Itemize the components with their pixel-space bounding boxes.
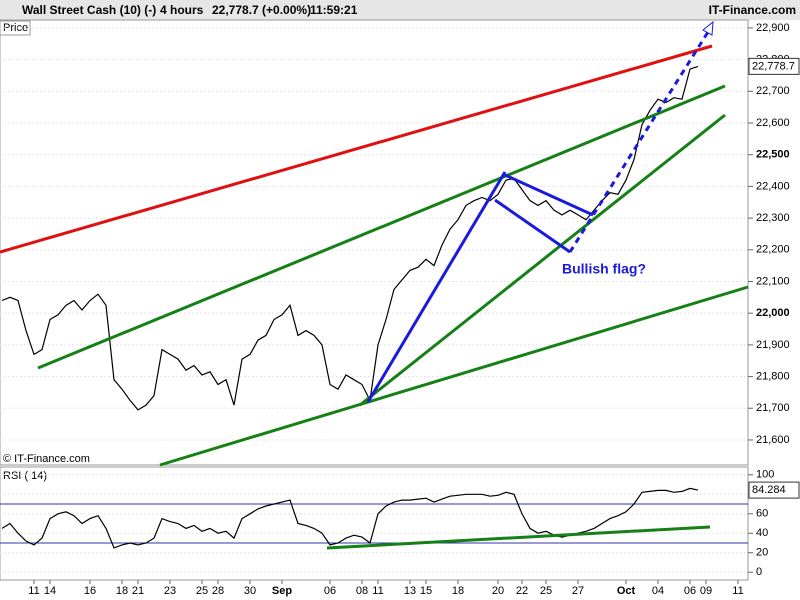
trendline <box>37 84 726 370</box>
title: Wall Street Cash (10) (-) <box>22 3 156 17</box>
price-panel <box>0 19 749 466</box>
y-tick-label: 22,000 <box>756 307 790 319</box>
y-tick-label: 22,500 <box>756 149 790 161</box>
x-tick-label: 21 <box>132 585 144 597</box>
y-tick-label: 21,600 <box>756 434 790 446</box>
x-tick-label: Sep <box>272 585 292 597</box>
trendlines <box>0 20 749 550</box>
last-value-box <box>748 481 800 499</box>
rsi-panel <box>0 466 749 581</box>
x-tick-label: 28 <box>212 585 224 597</box>
trendline <box>366 171 507 403</box>
site: IT-Finance.com <box>709 3 796 17</box>
y-tick-label: 21,900 <box>756 339 790 351</box>
last-value-box <box>748 57 800 75</box>
y-tick-label: 22,200 <box>756 244 790 256</box>
panel-label: RSI ( 14) <box>3 470 47 482</box>
x-tick-label: 16 <box>84 585 96 597</box>
y-tick-label: 22,100 <box>756 275 790 287</box>
x-tick-label: 06 <box>684 585 696 597</box>
header-bar <box>0 0 800 20</box>
trendline <box>326 525 711 550</box>
time: 11:59:21 <box>310 3 358 17</box>
x-tick-label: 22 <box>516 585 528 597</box>
x-tick-label: 30 <box>244 585 256 597</box>
trendline <box>494 198 571 254</box>
x-tick-label: 08 <box>356 585 368 597</box>
y-tick-label: 22,700 <box>756 85 790 97</box>
x-tick-label: 11 <box>28 585 39 597</box>
series-line <box>1 487 699 549</box>
x-tick-label: 09 <box>700 585 712 597</box>
y-tick-label: 22,400 <box>756 180 790 192</box>
y-tick-label: 0 <box>756 566 762 578</box>
trendline <box>359 113 726 407</box>
series-line <box>1 65 699 411</box>
x-tick-label: Oct <box>617 585 636 597</box>
y-tick-label: 22,600 <box>756 117 790 129</box>
x-tick-label: 11 <box>732 585 743 597</box>
last-value-label: 22,778.7 <box>752 60 795 72</box>
x-tick-label: 06 <box>324 585 336 597</box>
trendline <box>0 44 713 254</box>
y-tick-label: 21,700 <box>756 402 790 414</box>
x-tick-label: 20 <box>492 585 504 597</box>
panel-label: Price <box>3 22 28 34</box>
last-value-label: 84.284 <box>752 484 786 496</box>
y-tick-label: 22,300 <box>756 212 790 224</box>
trendline <box>159 285 749 467</box>
x-tick-label: 27 <box>572 585 584 597</box>
y-tick-label: 21,800 <box>756 370 790 382</box>
y-tick-label: 20 <box>756 547 768 559</box>
x-tick-label: 25 <box>196 585 208 597</box>
trendline <box>504 173 594 217</box>
x-tick-label: 18 <box>452 585 464 597</box>
x-tick-label: 25 <box>540 585 552 597</box>
x-tick-label: 04 <box>652 585 664 597</box>
timeframe: 4 hours <box>160 3 204 17</box>
x-tick-label: 15 <box>420 585 432 597</box>
annotation: Bullish flag? <box>562 261 646 277</box>
x-tick-label: 23 <box>164 585 176 597</box>
y-tick-label: 22,900 <box>756 22 790 34</box>
x-tick-label: 18 <box>116 585 128 597</box>
x-tick-label: 11 <box>372 585 383 597</box>
x-tick-label: 14 <box>44 585 56 597</box>
x-tick-label: 13 <box>404 585 416 597</box>
quote: 22,778.7 (+0.00%) <box>212 3 311 17</box>
y-tick-label: 60 <box>756 508 768 520</box>
arrow-head <box>702 20 714 36</box>
y-tick-label: 100 <box>756 469 774 481</box>
y-tick-label: 40 <box>756 527 768 539</box>
watermark: © IT-Finance.com <box>3 453 90 465</box>
